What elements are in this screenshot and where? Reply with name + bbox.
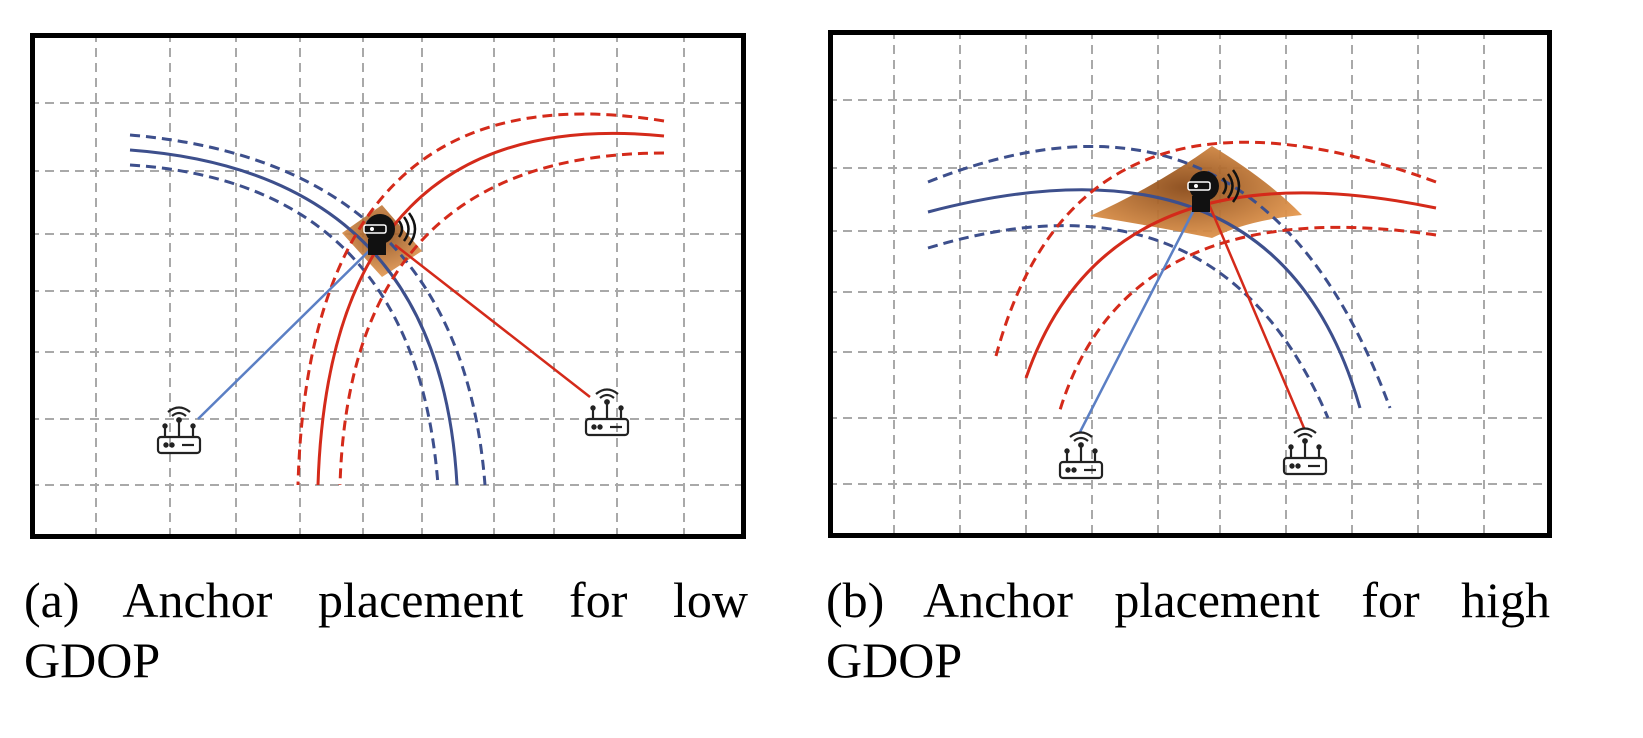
panel-b-svg [828,30,1552,538]
panel-a-svg [30,33,746,539]
red-anchor-link [1206,201,1306,429]
caption-a-text: Anchor placement for low GDOP [24,572,748,688]
red-anchor-link [394,244,591,398]
grid-lines [828,30,1552,538]
panel-b-diagram [828,30,1552,538]
caption-b: (b) Anchor placement for high GDOP [826,570,1550,690]
red-range-arcs [296,112,665,486]
vr-headset-user-icon [363,212,417,255]
router-icon [1282,427,1328,476]
blue-anchor-link [1078,201,1200,433]
caption-a: (a) Anchor placement for low GDOP [24,570,748,690]
blue-anchor-link [197,244,376,420]
router-icon [1058,431,1104,480]
panel-a-diagram [30,33,746,539]
router-icon [156,406,202,455]
panel-frame [30,33,746,539]
panel-frame [828,30,1552,538]
red-range-arcs [994,140,1437,411]
caption-b-text: Anchor placement for high GDOP [826,572,1550,688]
vr-headset-user-icon [1187,169,1241,212]
caption-b-label: (b) [826,572,885,628]
router-icon [584,388,630,437]
caption-a-label: (a) [24,572,80,628]
